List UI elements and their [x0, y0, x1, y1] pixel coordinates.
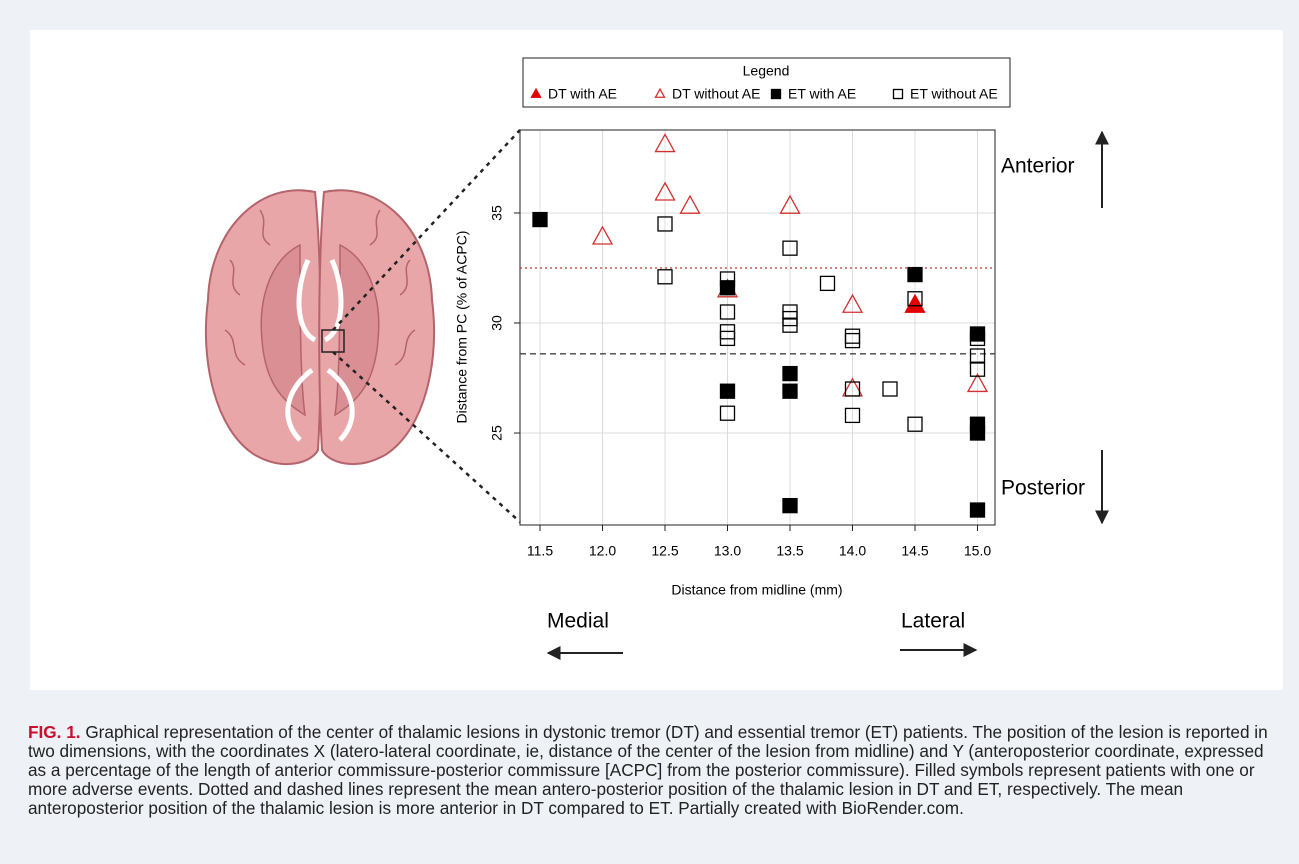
- marker: [883, 382, 897, 396]
- x-tick-label: 14.0: [839, 543, 866, 559]
- x-tick-label: 13.0: [714, 543, 741, 559]
- marker: [783, 499, 797, 513]
- caption-text: Graphical representation of the center o…: [28, 722, 1268, 818]
- legend-label: DT with AE: [548, 86, 617, 102]
- annotation: Lateral: [901, 610, 965, 633]
- brain-illustration: [206, 190, 434, 464]
- page: {"chart_data": {"type": "scatter", "xlab…: [0, 0, 1299, 864]
- x-tick-label: 14.5: [901, 543, 928, 559]
- marker: [533, 213, 547, 227]
- marker: [783, 367, 797, 381]
- x-tick-label: 13.5: [776, 543, 803, 559]
- y-tick-label: 25: [489, 425, 505, 441]
- x-tick-label: 11.5: [527, 543, 553, 559]
- x-tick-label: 12.0: [589, 543, 616, 559]
- marker: [971, 503, 985, 517]
- annotation: Medial: [547, 610, 609, 633]
- marker: [971, 327, 985, 341]
- marker: [721, 384, 735, 398]
- caption: FIG. 1. Graphical representation of the …: [28, 723, 1273, 818]
- x-axis-label: Distance from midline (mm): [671, 582, 842, 598]
- legend-title: Legend: [743, 63, 790, 79]
- chart: Legend Distance from midline (mm) Distan…: [0, 0, 1299, 700]
- marker: [971, 426, 985, 440]
- caption-label: FIG. 1.: [28, 722, 81, 742]
- y-tick-label: 35: [489, 205, 505, 221]
- marker: [821, 276, 835, 290]
- legend-label: DT without AE: [672, 86, 760, 102]
- annotation: Anterior: [1001, 155, 1075, 178]
- x-tick-label: 12.5: [651, 543, 678, 559]
- annotation: Posterior: [1001, 477, 1085, 500]
- y-tick-label: 30: [489, 315, 505, 331]
- marker: [908, 268, 922, 282]
- plot-frame: [520, 130, 995, 525]
- marker: [721, 281, 735, 295]
- legend-marker: [772, 90, 781, 99]
- legend-label: ET without AE: [910, 86, 998, 102]
- marker: [783, 384, 797, 398]
- x-tick-label: 15.0: [964, 543, 991, 559]
- marker: [681, 196, 700, 213]
- legend-label: ET with AE: [788, 86, 856, 102]
- y-axis-label: Distance from PC (% of ACPC): [454, 231, 470, 424]
